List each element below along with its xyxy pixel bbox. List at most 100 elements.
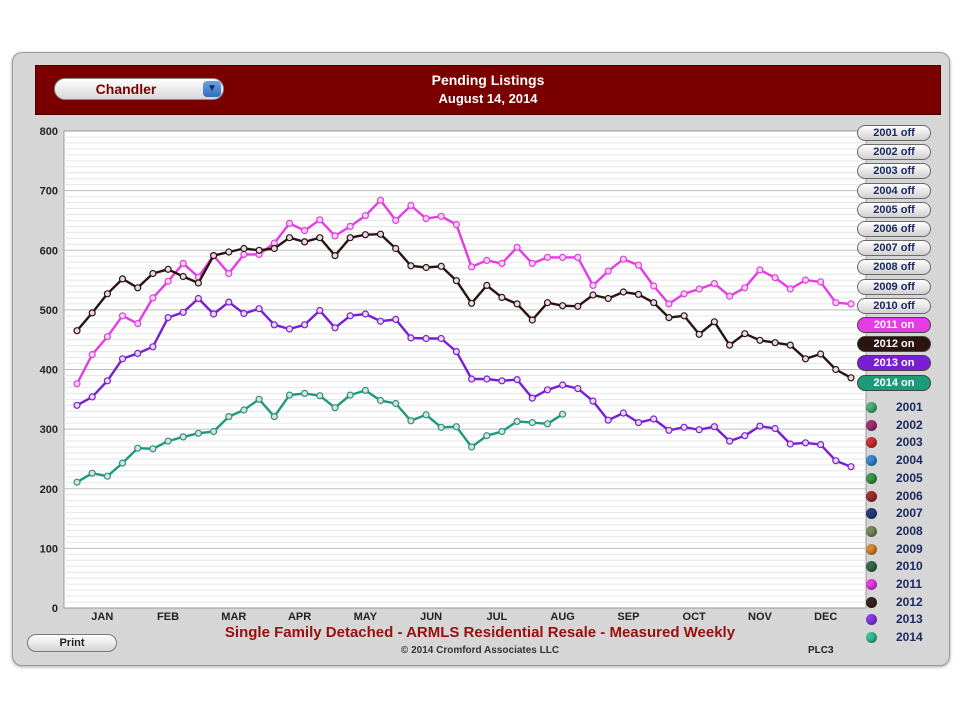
legend-label: 2010	[896, 559, 923, 574]
data-point-2013	[725, 437, 734, 445]
x-month-label: DEC	[814, 611, 837, 623]
data-point-2013	[847, 463, 855, 471]
data-point-2011	[164, 277, 172, 285]
data-point-2011	[376, 196, 385, 204]
x-month-label: FEB	[157, 611, 179, 623]
toggle-2003-off[interactable]: 2003 off	[857, 163, 931, 180]
toggle-2009-off[interactable]: 2009 off	[857, 278, 931, 295]
legend-dot-icon	[866, 402, 877, 413]
toggle-2014-on[interactable]: 2014 on	[857, 374, 931, 391]
toggle-2004-off[interactable]: 2004 off	[857, 182, 931, 199]
data-point-2014	[179, 433, 187, 441]
data-point-2012	[543, 299, 552, 307]
city-dropdown[interactable]: Chandler ▼	[54, 78, 224, 100]
data-point-2012	[452, 277, 460, 285]
dropdown-arrow-icon[interactable]: ▼	[203, 81, 221, 97]
data-point-2013	[316, 306, 324, 315]
data-point-2012	[179, 272, 187, 281]
data-point-2011	[103, 333, 112, 341]
data-point-2011	[558, 253, 567, 261]
data-point-2014	[118, 459, 127, 467]
y-tick-label: 200	[40, 484, 58, 496]
print-button[interactable]: Print	[27, 634, 117, 652]
data-point-2012	[756, 336, 764, 344]
data-point-2012	[574, 302, 582, 310]
legend-dot-icon	[866, 525, 877, 537]
data-point-2014	[528, 419, 536, 427]
toggle-2001-off[interactable]: 2001 off	[857, 125, 931, 141]
data-point-2013	[118, 355, 127, 363]
data-point-2012	[134, 284, 142, 292]
data-point-2012	[346, 234, 354, 242]
y-tick-label: 500	[40, 305, 58, 317]
data-point-2012	[710, 318, 719, 326]
data-point-2011	[832, 299, 840, 307]
data-point-2013	[346, 312, 354, 320]
data-point-2012	[255, 246, 263, 254]
data-point-2014	[164, 437, 172, 445]
toggle-2005-off[interactable]: 2005 off	[857, 201, 931, 218]
data-point-2011	[392, 216, 400, 224]
data-point-2013	[468, 375, 476, 383]
data-point-2013	[558, 381, 567, 389]
x-month-label: AUG	[550, 611, 574, 623]
data-point-2013	[437, 334, 445, 343]
data-point-2012	[407, 262, 415, 270]
data-point-2012	[270, 244, 278, 253]
data-point-2011	[437, 212, 445, 220]
y-tick-label: 0	[52, 603, 58, 615]
data-point-2011	[771, 274, 779, 282]
toggle-2002-off[interactable]: 2002 off	[857, 144, 931, 161]
toggle-2011-on[interactable]: 2011 on	[857, 317, 931, 333]
data-point-2011	[756, 266, 764, 274]
data-point-2014	[73, 478, 81, 486]
y-tick-label: 100	[40, 543, 58, 555]
toggle-2010-off[interactable]: 2010 off	[857, 297, 931, 314]
data-point-2012	[589, 291, 597, 299]
toggle-2008-off[interactable]: 2008 off	[857, 259, 931, 276]
legend-dot-icon	[866, 579, 877, 590]
data-point-2011	[179, 259, 187, 267]
data-point-2014	[240, 406, 248, 414]
data-point-2012	[376, 230, 385, 238]
data-point-2012	[194, 279, 202, 287]
legend-label: 2008	[896, 523, 923, 538]
data-point-2011	[240, 250, 248, 258]
data-point-2012	[331, 252, 339, 260]
data-point-2014	[331, 404, 339, 412]
series-line-2012	[76, 232, 852, 379]
x-month-label: JAN	[91, 611, 113, 623]
legend-label: 2011	[896, 577, 923, 591]
x-month-label: JUN	[420, 611, 442, 623]
x-month-label: JUL	[486, 611, 507, 623]
legend-label: 2009	[896, 541, 923, 556]
toggle-2012-on[interactable]: 2012 on	[857, 336, 931, 353]
data-point-2011	[680, 290, 688, 298]
legend-dot-icon	[866, 472, 877, 484]
chart-header: Chandler ▼ Pending Listings August 14, 2…	[35, 65, 941, 115]
data-point-2012	[634, 290, 643, 298]
data-point-2013	[361, 310, 369, 318]
data-point-2013	[771, 424, 779, 433]
data-point-2012	[422, 263, 430, 272]
legend-dot-icon	[866, 543, 877, 555]
data-point-2011	[665, 300, 673, 308]
data-point-2013	[634, 419, 643, 427]
data-point-2012	[680, 312, 688, 320]
chart-subtitle: August 14, 2014	[438, 91, 538, 106]
data-point-2013	[786, 440, 794, 448]
data-point-2011	[285, 219, 294, 227]
data-point-2013	[285, 325, 294, 333]
toggle-2007-off[interactable]: 2007 off	[857, 240, 931, 257]
data-point-2013	[210, 310, 218, 318]
legend-label: 2004	[896, 453, 923, 468]
data-point-2014	[422, 411, 430, 419]
data-point-2012	[118, 275, 127, 283]
data-point-2012	[88, 309, 96, 317]
data-point-2012	[164, 265, 172, 273]
toggle-2006-off[interactable]: 2006 off	[857, 221, 931, 237]
data-point-2012	[847, 374, 855, 382]
toggle-2013-on[interactable]: 2013 on	[857, 355, 931, 372]
data-point-2012	[498, 293, 506, 301]
data-point-2012	[149, 269, 157, 278]
